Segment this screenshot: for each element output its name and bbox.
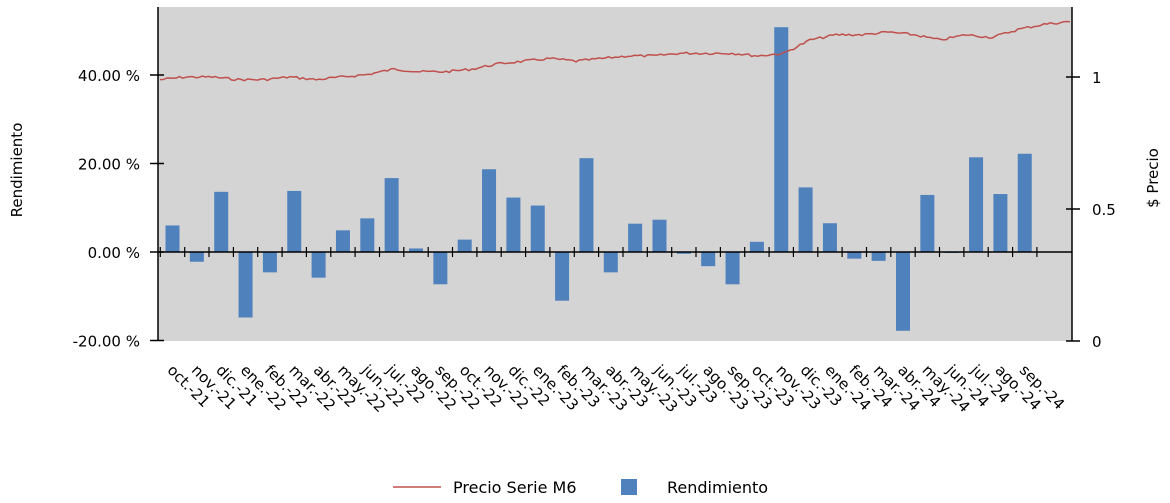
bar-dic.-21 [214,191,229,252]
axes-group [157,7,1073,341]
bar-oct.-23 [749,241,764,252]
bar-feb.-24 [847,252,862,259]
bar-ago.-22 [409,248,423,252]
legend-line-label: Precio Serie M6 [453,478,577,497]
y-tick-label: -20.00 % [73,333,140,351]
bar-oct.-21 [165,225,180,252]
legend-bar-swatch [621,479,637,495]
bar-may.-23 [628,223,643,252]
bar-nov.-23 [774,27,789,253]
bar-mar.-23 [579,158,594,252]
bar-ago.-24 [993,194,1008,252]
bar-may.-22 [335,230,350,252]
bar-dic.-23 [798,187,813,252]
bar-jun.-23 [652,219,667,252]
y-axis-title: Rendimiento [8,123,26,218]
x-axis-ticks: oct.-21nov.-21dic.-21ene.-22feb.-22mar.-… [164,360,1069,416]
bar-may.-24 [920,194,935,252]
left-axis-ticks: 40.00 % 20.00 % 0.00 % -20.00 % [73,67,164,351]
y2-tick-label: 0 [1092,333,1102,351]
legend-bar-label: Rendimiento [667,478,768,497]
bar-dic.-22 [506,197,521,252]
price-line-group [159,20,1071,82]
y2-tick-label: 1 [1092,69,1102,87]
plot-area [158,7,1072,341]
bar-nov.-22 [482,169,497,252]
bar-feb.-22 [262,252,277,273]
y-tick-label: 20.00 % [78,156,140,174]
bar-ago.-23 [701,252,716,267]
bar-feb.-23 [555,252,570,301]
bar-ene.-23 [530,205,545,252]
y-tick-label: 40.00 % [78,67,140,85]
bar-ene.-22 [238,252,253,318]
bar-mar.-24 [871,252,886,261]
bar-jun.-22 [360,218,375,252]
bar-abr.-24 [896,252,910,331]
bar-abr.-22 [311,252,326,278]
legend: Precio Serie M6 Rendimiento [393,478,768,497]
y-tick-label: 0.00 % [88,244,140,262]
bar-nov.-21 [189,252,204,262]
bar-sep.-23 [725,252,740,285]
bar-jul.-24 [969,157,984,252]
bar-oct.-22 [457,239,472,252]
bar-jul.-22 [384,178,399,252]
bar-jul.-23 [676,252,691,254]
right-axis-ticks: 10.50 [1066,69,1116,351]
bars-group [165,27,1032,331]
y2-tick-label: 0.5 [1092,201,1116,219]
bar-abr.-23 [603,252,618,273]
bar-ene.-24 [822,223,837,252]
bar-sep.-22 [433,252,448,285]
price-line [159,20,1071,82]
bar-mar.-22 [287,190,302,252]
y2-axis-title: $ Precio [1144,148,1162,208]
bar-sep.-24 [1017,153,1032,252]
